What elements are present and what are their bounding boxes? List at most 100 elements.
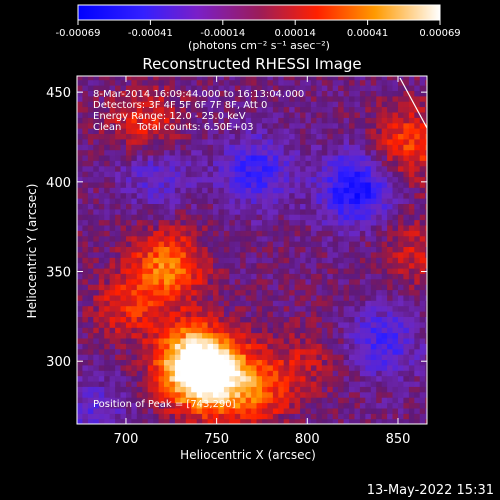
heatmap-cell [425,338,431,344]
heatmap-cell [246,349,252,355]
heatmap-cell [365,230,371,236]
heatmap-cell [229,203,235,209]
heatmap-cell [420,107,426,113]
heatmap-cell [115,225,121,231]
heatmap-cell [142,386,148,392]
heatmap-cell [311,354,317,360]
heatmap-cell [425,268,431,274]
heatmap-cell [333,133,339,139]
heatmap-cell [104,155,110,161]
heatmap-cell [327,203,333,209]
heatmap-cell [88,139,94,145]
heatmap-cell [121,381,127,387]
heatmap-cell [197,365,203,371]
heatmap-cell [273,300,279,306]
heatmap-cell [349,96,355,102]
chart-title: Reconstructed RHESSI Image [142,55,361,73]
heatmap-cell [393,316,399,322]
heatmap-cell [121,333,127,339]
heatmap-cell [284,300,290,306]
heatmap-cell [213,182,219,188]
heatmap-cell [121,133,127,139]
heatmap-cell [403,171,409,177]
heatmap-cell [219,193,225,199]
heatmap-cell [153,268,159,274]
heatmap-cell [306,241,312,247]
heatmap-cell [365,316,371,322]
heatmap-cell [300,306,306,312]
heatmap-cell [355,123,361,129]
heatmap-cell [191,290,197,296]
heatmap-cell [257,128,263,134]
heatmap-cell [322,214,328,220]
heatmap-cell [300,171,306,177]
heatmap-cell [300,214,306,220]
heatmap-cell [121,300,127,306]
heatmap-cell [170,257,176,263]
heatmap-cell [365,343,371,349]
heatmap-cell [403,128,409,134]
heatmap-cell [142,241,148,247]
heatmap-cell [267,225,273,231]
heatmap-cell [267,311,273,317]
heatmap-cell [175,144,181,150]
heatmap-cell [398,316,404,322]
heatmap-cell [257,144,263,150]
heatmap-cell [224,252,230,258]
heatmap-cell [327,413,333,419]
heatmap-cell [235,322,241,328]
heatmap-cell [257,225,263,231]
heatmap-cell [164,257,170,263]
heatmap-cell [88,322,94,328]
heatmap-cell [360,203,366,209]
heatmap-cell [77,90,83,96]
heatmap-cell [371,160,377,166]
heatmap-cell [278,257,284,263]
heatmap-cell [316,80,322,86]
heatmap-cell [159,295,165,301]
heatmap-cell [355,198,361,204]
heatmap-cell [295,322,301,328]
heatmap-cell [338,338,344,344]
heatmap-cell [235,354,241,360]
heatmap-cell [93,177,99,183]
heatmap-cell [229,300,235,306]
heatmap-cell [82,85,88,91]
heatmap-cell [142,354,148,360]
heatmap-cell [327,214,333,220]
heatmap-cell [376,295,382,301]
heatmap-cell [333,177,339,183]
heatmap-cell [322,403,328,409]
heatmap-cell [229,74,235,80]
heatmap-cell [208,392,214,398]
heatmap-cell [131,322,137,328]
heatmap-cell [202,306,208,312]
heatmap-cell [104,139,110,145]
heatmap-cell [327,376,333,382]
heatmap-cell [355,209,361,215]
heatmap-cell [306,397,312,403]
heatmap-cell [278,413,284,419]
heatmap-cell [393,333,399,339]
heatmap-cell [393,203,399,209]
heatmap-cell [355,316,361,322]
heatmap-cell [148,268,154,274]
heatmap-cell [251,203,257,209]
heatmap-cell [246,225,252,231]
heatmap-cell [376,279,382,285]
heatmap-cell [289,322,295,328]
heatmap-cell [365,144,371,150]
heatmap-cell [82,279,88,285]
heatmap-cell [349,90,355,96]
heatmap-cell [327,123,333,129]
heatmap-cell [251,263,257,269]
heatmap-cell [387,257,393,263]
heatmap-cell [159,230,165,236]
heatmap-cell [170,155,176,161]
heatmap-cell [121,139,127,145]
heatmap-cell [229,236,235,242]
heatmap-cell [409,182,415,188]
heatmap-cell [131,225,137,231]
heatmap-cell [420,230,426,236]
heatmap-cell [376,413,382,419]
